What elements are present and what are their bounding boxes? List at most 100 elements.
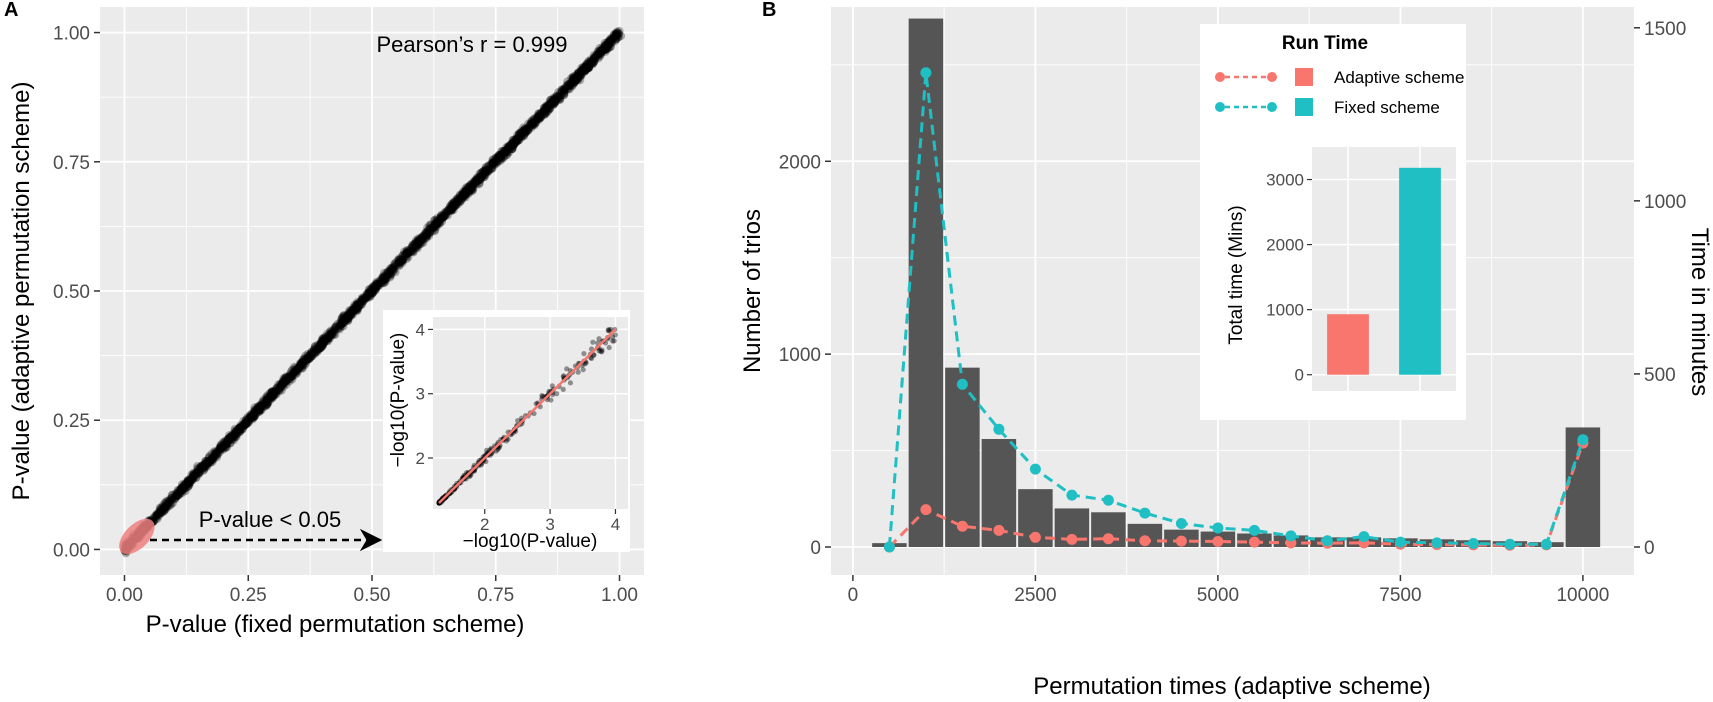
data-point xyxy=(266,391,276,401)
runtime-point xyxy=(1212,535,1224,547)
data-point xyxy=(210,447,219,456)
data-point xyxy=(173,491,183,500)
data-point xyxy=(601,47,610,57)
data-point xyxy=(565,84,574,94)
data-point xyxy=(379,278,388,287)
data-point xyxy=(300,354,309,363)
data-point xyxy=(589,55,598,64)
data-point xyxy=(605,37,614,47)
data-point xyxy=(231,429,240,439)
data-point xyxy=(597,45,606,55)
panel-a-letter: A xyxy=(4,0,18,21)
data-point xyxy=(264,397,273,407)
data-point xyxy=(598,44,608,54)
data-point xyxy=(453,197,462,206)
data-point xyxy=(389,263,398,273)
data-point xyxy=(475,175,485,185)
data-point xyxy=(464,186,473,196)
data-point xyxy=(390,260,399,270)
data-point xyxy=(400,252,410,262)
data-point xyxy=(229,430,238,439)
panel-a-y-tick-label: 0.25 xyxy=(53,411,90,432)
data-point xyxy=(397,256,406,265)
data-point xyxy=(533,113,542,122)
data-point xyxy=(172,491,181,500)
data-point xyxy=(250,412,259,421)
data-point xyxy=(476,168,486,178)
data-point xyxy=(559,90,569,100)
data-point xyxy=(412,242,421,251)
data-point xyxy=(386,273,395,282)
data-point xyxy=(546,99,556,109)
data-point xyxy=(159,507,168,516)
data-point xyxy=(334,322,344,331)
data-point xyxy=(376,278,385,288)
data-point xyxy=(461,184,470,194)
data-point xyxy=(279,378,288,388)
data-point xyxy=(170,494,179,503)
data-point xyxy=(208,455,218,464)
data-point xyxy=(167,496,176,506)
panel-b-y-tick-label: 0 xyxy=(810,538,821,559)
data-point xyxy=(571,76,580,85)
data-point xyxy=(223,438,232,447)
data-point xyxy=(368,289,377,298)
data-point xyxy=(256,403,265,412)
data-point xyxy=(458,191,467,200)
data-point xyxy=(542,103,552,112)
data-point xyxy=(434,216,443,225)
data-point xyxy=(448,199,457,208)
data-point xyxy=(296,361,306,370)
data-point xyxy=(304,352,314,361)
data-point xyxy=(275,386,284,396)
data-point xyxy=(561,85,570,95)
data-point xyxy=(526,120,535,129)
data-point xyxy=(537,109,546,119)
data-point xyxy=(358,296,368,306)
data-point xyxy=(393,259,403,268)
data-point xyxy=(458,190,468,199)
data-point xyxy=(528,119,537,128)
data-point xyxy=(459,192,469,201)
data-point xyxy=(540,107,549,116)
data-point xyxy=(494,153,504,162)
data-point xyxy=(355,299,364,309)
data-point xyxy=(489,158,498,167)
data-point xyxy=(574,71,584,80)
data-point xyxy=(255,407,264,417)
data-point xyxy=(395,261,404,271)
data-point xyxy=(445,203,455,212)
data-point xyxy=(482,166,492,175)
data-point xyxy=(556,91,565,100)
data-point xyxy=(223,434,233,444)
data-point xyxy=(536,109,545,118)
data-point xyxy=(469,180,478,189)
data-point xyxy=(247,413,257,422)
data-point xyxy=(536,113,546,122)
data-point xyxy=(549,100,558,109)
data-point xyxy=(521,127,530,136)
data-point xyxy=(552,93,562,102)
data-point xyxy=(398,256,407,265)
data-point xyxy=(268,389,278,398)
data-point xyxy=(304,355,313,364)
data-point xyxy=(333,324,342,333)
data-point xyxy=(552,91,561,101)
data-point xyxy=(349,303,358,312)
data-point xyxy=(321,333,331,342)
data-point xyxy=(218,443,227,452)
data-point xyxy=(269,391,278,400)
data-point xyxy=(223,434,233,444)
data-point xyxy=(457,193,466,203)
data-point xyxy=(557,85,566,94)
data-point xyxy=(582,62,591,71)
data-point xyxy=(250,403,259,412)
data-point xyxy=(277,380,287,389)
data-point xyxy=(602,38,612,47)
data-point xyxy=(512,134,522,144)
data-point xyxy=(521,128,530,138)
data-point xyxy=(367,287,377,297)
panel-b-right-y-axis-title: Time in minutes xyxy=(1686,228,1713,397)
data-point xyxy=(594,50,603,60)
